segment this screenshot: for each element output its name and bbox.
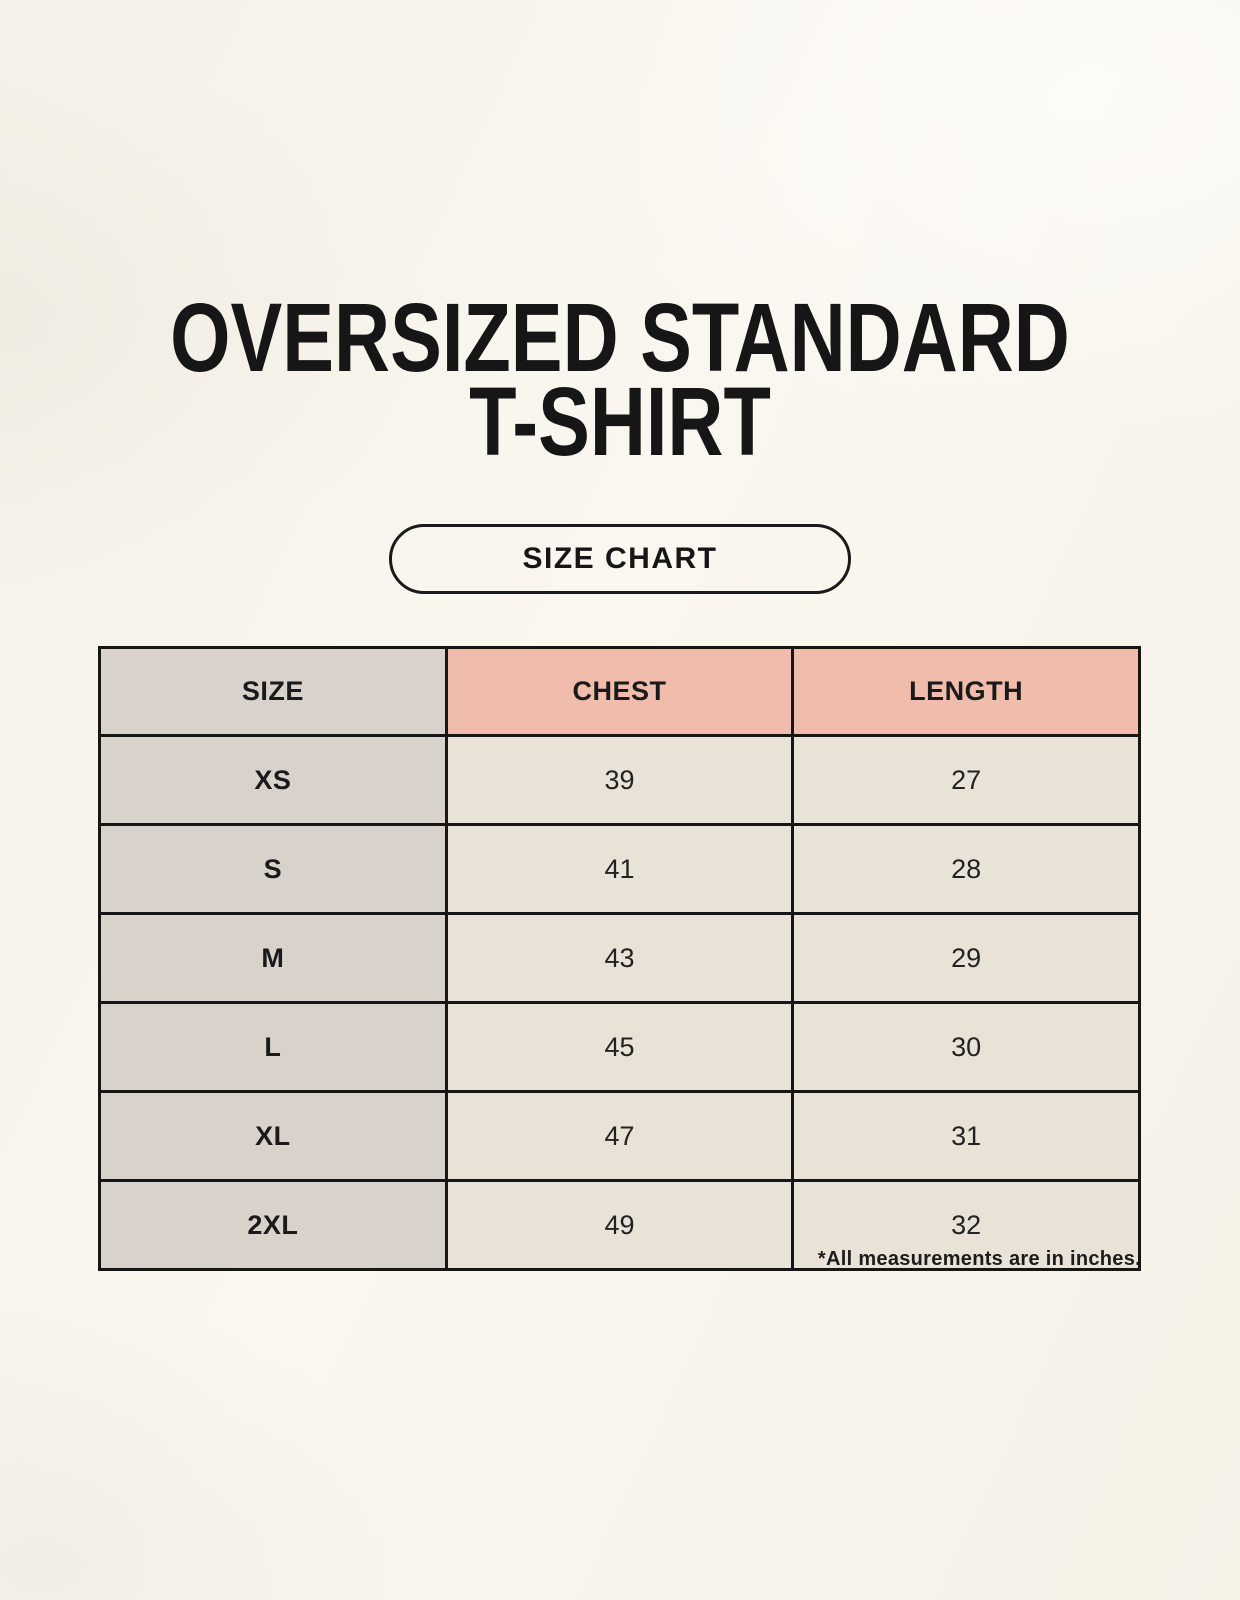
column-header-length: LENGTH bbox=[791, 646, 1141, 737]
page-title-line-2: T-SHIRT bbox=[469, 367, 771, 477]
length-value: 30 bbox=[791, 1001, 1141, 1093]
size-label: 2XL bbox=[98, 1179, 448, 1271]
table-row-2xl: 2XL 49 32 bbox=[98, 1179, 1141, 1271]
page-title: OVERSIZED STANDARD T-SHIRT bbox=[124, 283, 1116, 477]
column-header-size: SIZE bbox=[98, 646, 448, 737]
size-label: L bbox=[98, 1001, 448, 1093]
length-value: 32 bbox=[791, 1179, 1141, 1271]
chest-value: 47 bbox=[444, 1090, 795, 1182]
length-value: 28 bbox=[791, 823, 1141, 915]
page-title-line-1: OVERSIZED STANDARD bbox=[170, 283, 1070, 392]
column-header-chest: CHEST bbox=[444, 646, 795, 737]
chest-value: 45 bbox=[444, 1001, 795, 1093]
size-chart-button[interactable]: SIZE CHART bbox=[389, 524, 851, 594]
size-chart-button-label: SIZE CHART bbox=[522, 542, 718, 575]
table-row-xl: XL 47 31 bbox=[98, 1090, 1141, 1182]
table-row-xs: XS 39 27 bbox=[98, 734, 1141, 826]
size-label: M bbox=[98, 912, 448, 1004]
chest-value: 49 bbox=[444, 1179, 795, 1271]
chest-value: 43 bbox=[444, 912, 795, 1004]
size-label: XL bbox=[98, 1090, 448, 1182]
table-header-row: SIZE CHEST LENGTH bbox=[98, 646, 1141, 737]
table-row-s: S 41 28 bbox=[98, 823, 1141, 915]
chest-value: 41 bbox=[444, 823, 795, 915]
length-value: 27 bbox=[791, 734, 1141, 826]
length-value: 29 bbox=[791, 912, 1141, 1004]
size-chart-table: SIZE CHEST LENGTH XS 39 27 S 41 28 M 43 … bbox=[98, 646, 1141, 1271]
chest-value: 39 bbox=[444, 734, 795, 826]
size-label: S bbox=[98, 823, 448, 915]
length-value: 31 bbox=[791, 1090, 1141, 1182]
table-row-l: L 45 30 bbox=[98, 1001, 1141, 1093]
table-row-m: M 43 29 bbox=[98, 912, 1141, 1004]
size-label: XS bbox=[98, 734, 448, 826]
measurements-footnote: *All measurements are in inches. bbox=[817, 1248, 1141, 1270]
